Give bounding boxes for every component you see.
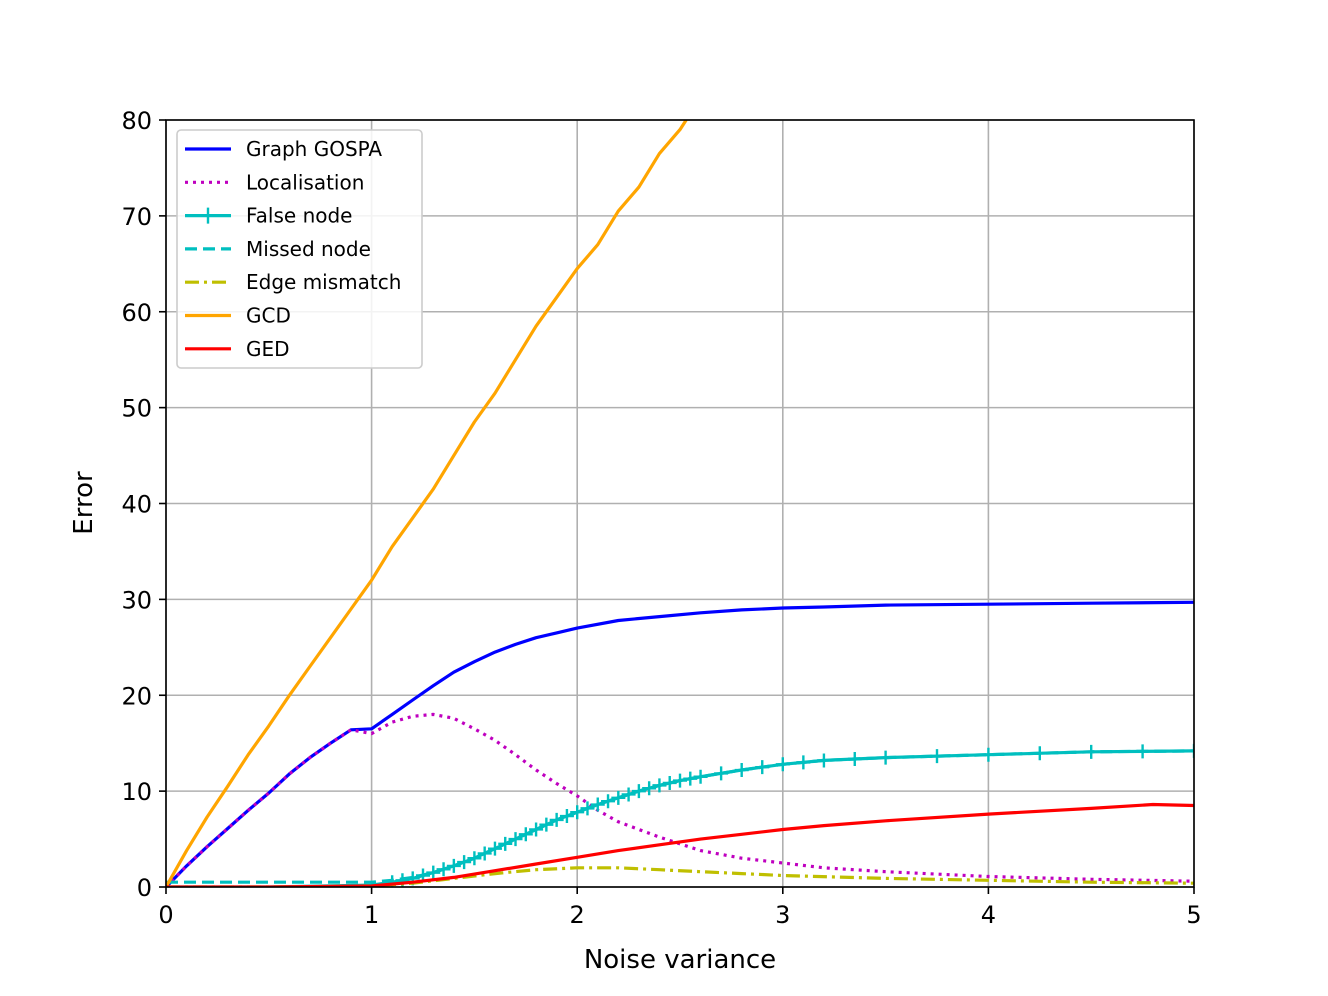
y-tick-label: 30 <box>121 586 152 614</box>
series-lines <box>166 120 1194 887</box>
false-node-marker <box>1187 743 1194 758</box>
legend-label-graph-gospa: Graph GOSPA <box>246 137 382 161</box>
x-tick-label: 3 <box>775 901 790 929</box>
legend-box <box>176 129 423 369</box>
y-tick-label: 10 <box>121 778 152 806</box>
legend-label-missed-node: Missed node <box>246 237 371 261</box>
y-tick-label: 0 <box>137 874 152 902</box>
false-node-marker <box>539 817 554 832</box>
false-node-line <box>166 749 1194 887</box>
legend-marker-false-node <box>200 207 216 224</box>
false-node-marker <box>508 832 523 847</box>
legend-label-false-node: False node <box>246 204 352 228</box>
x-tick-label: 5 <box>1186 901 1201 929</box>
gcd-line <box>166 120 688 887</box>
x-tick-label: 4 <box>981 901 996 929</box>
x-tick-label: 2 <box>570 901 585 929</box>
false-node-marker <box>457 855 472 870</box>
legend-label-localisation: Localisation <box>246 170 364 194</box>
edge-mismatch-line <box>166 866 1194 887</box>
false-node-marker <box>477 846 492 861</box>
x-tick-label: 1 <box>364 901 379 929</box>
y-tick-label: 50 <box>121 395 152 423</box>
false-node-marker <box>559 809 574 824</box>
y-tick-label: 20 <box>121 682 152 710</box>
y-tick-label: 40 <box>121 491 152 519</box>
graph-gospa-line <box>166 600 1194 887</box>
legend-label-ged: GED <box>246 337 290 361</box>
y-axis-label: Error <box>69 471 99 535</box>
y-tick-label: 80 <box>121 107 152 135</box>
localisation-line <box>166 712 1194 887</box>
x-axis-label: Noise variance <box>584 945 776 975</box>
legend-label-edge-mismatch: Edge mismatch <box>246 270 401 294</box>
ged-line <box>166 802 1194 887</box>
legend: Graph GOSPA Localisation False node Missed … <box>176 129 423 369</box>
legend-label-gcd: GCD <box>246 304 291 328</box>
x-tick-label: 0 <box>158 901 173 929</box>
y-tick-label: 60 <box>121 299 152 327</box>
missed-node-line <box>166 749 1194 884</box>
y-tick-label: 70 <box>121 203 152 231</box>
